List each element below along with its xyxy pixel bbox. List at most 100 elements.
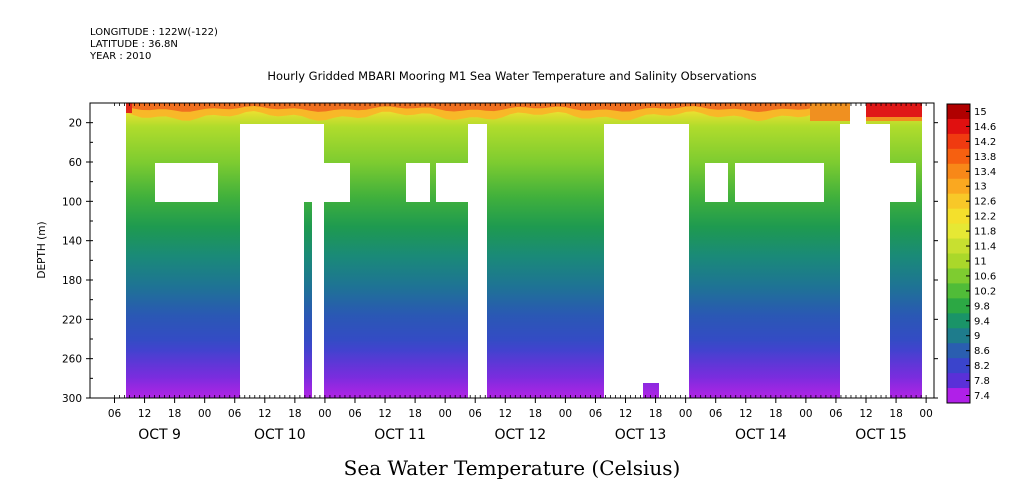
colorbar-swatch <box>947 373 970 389</box>
colorbar-swatch <box>947 238 970 254</box>
x-axis-label: Sea Water Temperature (Celsius) <box>344 456 681 480</box>
y-tick-label: 220 <box>62 314 82 326</box>
longitude-label: LONGITUDE : 122W(-122) <box>90 27 218 38</box>
missing-data-gap <box>304 163 350 202</box>
colorbar-label: 7.8 <box>974 376 990 387</box>
colorbar-swatch <box>947 358 970 374</box>
colorbar-swatch <box>947 343 970 359</box>
x-tick-label: 06 <box>348 408 362 420</box>
colorbar-swatch <box>947 253 970 269</box>
colorbar-swatch <box>947 268 970 284</box>
x-tick-label: 12 <box>619 408 632 420</box>
x-day-label: OCT 15 <box>855 427 907 443</box>
x-tick-label: 18 <box>649 408 662 420</box>
missing-data-gap <box>155 163 218 202</box>
colorbar-label: 12.6 <box>974 197 996 208</box>
colorbar-swatch <box>947 208 970 225</box>
colorbar-swatch <box>947 148 970 165</box>
y-tick-label: 180 <box>62 275 82 287</box>
colorbar-swatch <box>947 193 970 210</box>
colorbar-label: 8.2 <box>974 361 990 372</box>
x-tick-label: 06 <box>228 408 242 420</box>
x-tick-label: 00 <box>439 408 452 420</box>
year-label: YEAR : 2010 <box>89 51 151 62</box>
colorbar-swatch <box>947 388 970 404</box>
missing-data-gap <box>850 103 866 124</box>
colorbar-swatch <box>947 223 970 240</box>
y-tick-label: 140 <box>62 236 82 248</box>
x-tick-label: 12 <box>739 408 752 420</box>
x-tick-label: 18 <box>408 408 421 420</box>
colorbar-label: 9 <box>974 331 980 342</box>
x-tick-label: 00 <box>318 408 331 420</box>
x-axis-ticks: 06 12 18 00 06 12 18 00 06 12 18 00 06 12 18 00 06 12 18 00… <box>108 103 933 443</box>
colorbar-label: 10.6 <box>974 271 996 282</box>
colorbar-swatch <box>947 163 970 180</box>
x-tick-label: 12 <box>378 408 391 420</box>
colorbar-swatch <box>947 328 970 344</box>
missing-data-gap <box>890 163 916 202</box>
missing-data-gap <box>840 124 890 398</box>
x-tick-label: 06 <box>829 408 843 420</box>
x-day-label: OCT 13 <box>615 427 667 443</box>
colorbar-label: 11 <box>974 257 987 268</box>
x-tick-label: 12 <box>499 408 512 420</box>
missing-data-gaps <box>90 103 934 398</box>
y-tick-label: 20 <box>69 118 82 130</box>
missing-data-gap <box>436 163 468 202</box>
x-tick-label: 18 <box>529 408 542 420</box>
colorbar-frame <box>946 103 971 404</box>
colorbar-swatch <box>947 283 970 299</box>
x-tick-label: 12 <box>258 408 271 420</box>
x-tick-label: 18 <box>769 408 782 420</box>
colorbar-label: 12.2 <box>974 212 996 223</box>
missing-data-gap <box>922 124 934 398</box>
colorbar: 15 14.6 14.2 13.8 13.4 13 12.6 12.2 11.8 11.4 11 10… <box>946 103 996 404</box>
colorbar-swatch <box>947 298 970 314</box>
x-day-label: OCT 12 <box>494 427 546 443</box>
x-tick-label: 00 <box>559 408 572 420</box>
x-tick-label: 00 <box>679 408 692 420</box>
missing-data-gap <box>90 103 126 398</box>
x-tick-label: 06 <box>589 408 603 420</box>
colorbar-swatch <box>947 133 970 150</box>
colorbar-label: 7.4 <box>974 391 990 402</box>
y-axis-label: DEPTH (m) <box>36 221 48 278</box>
x-tick-label: 06 <box>469 408 483 420</box>
latitude-label: LATITUDE : 36.8N <box>90 39 178 50</box>
colorbar-label: 10.2 <box>974 286 996 297</box>
colorbar-label: 13.4 <box>974 167 996 178</box>
x-day-label: OCT 14 <box>735 427 787 443</box>
missing-data-gap <box>406 163 430 202</box>
y-tick-label: 60 <box>69 157 82 169</box>
x-tick-label: 18 <box>168 408 181 420</box>
y-axis-ticks: 20 60 100 140 180 220 260 300 <box>62 102 938 405</box>
colorbar-label: 11.8 <box>974 227 996 238</box>
missing-data-gap <box>604 124 643 398</box>
y-tick-label: 300 <box>62 393 82 405</box>
x-tick-label: 06 <box>709 408 723 420</box>
missing-data-gap <box>735 163 824 202</box>
x-day-label: OCT 9 <box>138 427 181 443</box>
colorbar-swatch <box>947 118 970 135</box>
missing-data-gap <box>468 124 487 398</box>
missing-data-gap <box>705 163 728 202</box>
x-tick-label: 12 <box>859 408 872 420</box>
surface-hot-patch <box>126 103 132 113</box>
colorbar-label: 8.6 <box>974 346 990 357</box>
x-tick-label: 00 <box>799 408 812 420</box>
colorbar-label: 9.8 <box>974 301 990 312</box>
x-tick-label: 00 <box>919 408 932 420</box>
x-tick-label: 12 <box>138 408 151 420</box>
x-tick-label: 18 <box>889 408 902 420</box>
surface-hot-patch <box>866 103 922 117</box>
plot-frame <box>89 102 935 399</box>
chart-title: Hourly Gridded MBARI Mooring M1 Sea Wate… <box>267 69 756 83</box>
plot-area: 06 12 18 00 06 12 18 00 06 12 18 00 06 12 18 00 06 12 18 00… <box>62 102 938 443</box>
x-tick-label: 18 <box>288 408 301 420</box>
x-day-label: OCT 11 <box>374 427 426 443</box>
colorbar-label: 13 <box>974 182 987 193</box>
y-tick-label: 100 <box>62 196 82 208</box>
colorbar-swatch <box>947 104 970 120</box>
x-tick-label: 06 <box>108 408 122 420</box>
